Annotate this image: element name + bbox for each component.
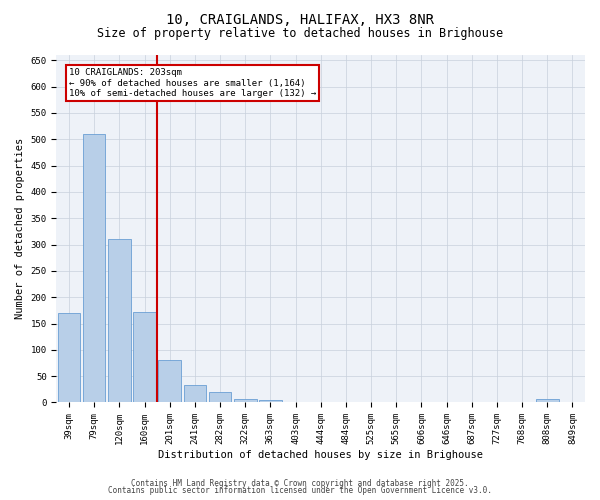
Text: Contains HM Land Registry data © Crown copyright and database right 2025.: Contains HM Land Registry data © Crown c…: [131, 478, 469, 488]
Text: Size of property relative to detached houses in Brighouse: Size of property relative to detached ho…: [97, 28, 503, 40]
Bar: [108, 240, 131, 402]
Y-axis label: Number of detached properties: Number of detached properties: [15, 138, 25, 320]
Text: 10 CRAIGLANDS: 203sqm
← 90% of detached houses are smaller (1,164)
10% of semi-d: 10 CRAIGLANDS: 203sqm ← 90% of detached …: [69, 68, 316, 98]
Bar: [83, 134, 106, 402]
Bar: [234, 400, 257, 402]
Bar: [209, 392, 232, 402]
Bar: [158, 360, 181, 403]
Text: 10, CRAIGLANDS, HALIFAX, HX3 8NR: 10, CRAIGLANDS, HALIFAX, HX3 8NR: [166, 12, 434, 26]
X-axis label: Distribution of detached houses by size in Brighouse: Distribution of detached houses by size …: [158, 450, 483, 460]
Bar: [133, 312, 156, 402]
Bar: [536, 400, 559, 402]
Bar: [259, 400, 281, 402]
Text: Contains public sector information licensed under the Open Government Licence v3: Contains public sector information licen…: [108, 486, 492, 495]
Bar: [184, 385, 206, 402]
Bar: [58, 313, 80, 402]
